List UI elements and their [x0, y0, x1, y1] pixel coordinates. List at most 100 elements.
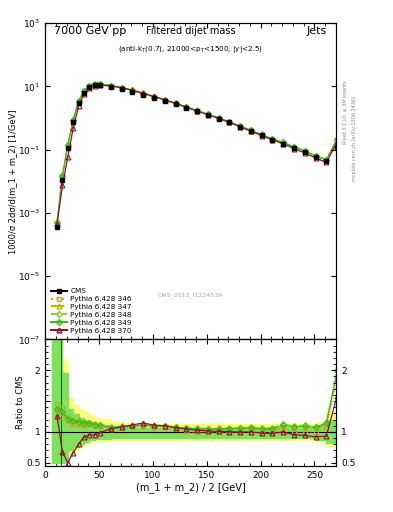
Pythia 6.428 348 — [55, 219, 59, 225]
CMS — [324, 158, 329, 164]
Pythia 6.428 349 — [324, 157, 329, 163]
Pythia 6.428 346 — [292, 145, 296, 151]
Pythia 6.428 349 — [98, 80, 103, 87]
Y-axis label: 1000/σ 2dσ/d(m_1 + m_2) [1/GeV]: 1000/σ 2dσ/d(m_1 + m_2) [1/GeV] — [7, 109, 17, 253]
Pythia 6.428 347 — [281, 140, 286, 146]
Pythia 6.428 346 — [303, 149, 307, 155]
Pythia 6.428 346 — [162, 97, 167, 103]
Pythia 6.428 346 — [130, 88, 135, 94]
Pythia 6.428 349 — [162, 97, 167, 103]
Pythia 6.428 346 — [92, 81, 97, 87]
Pythia 6.428 347 — [87, 83, 92, 89]
Pythia 6.428 346 — [108, 83, 113, 89]
CMS — [238, 124, 242, 130]
Pythia 6.428 348 — [173, 100, 178, 106]
Text: Filtered dijet mass: Filtered dijet mass — [146, 26, 235, 36]
Pythia 6.428 348 — [259, 132, 264, 138]
Pythia 6.428 370 — [152, 93, 156, 99]
CMS — [119, 86, 124, 92]
Pythia 6.428 347 — [162, 97, 167, 103]
Pythia 6.428 347 — [324, 157, 329, 163]
CMS — [92, 82, 97, 89]
Pythia 6.428 346 — [173, 101, 178, 107]
Pythia 6.428 348 — [238, 123, 242, 129]
Pythia 6.428 347 — [313, 153, 318, 159]
Pythia 6.428 349 — [259, 132, 264, 138]
Pythia 6.428 346 — [227, 119, 232, 125]
Pythia 6.428 370 — [130, 87, 135, 93]
Pythia 6.428 349 — [216, 115, 221, 121]
Pythia 6.428 348 — [152, 94, 156, 100]
CMS — [76, 100, 81, 106]
Pythia 6.428 349 — [270, 136, 275, 142]
Pythia 6.428 370 — [108, 83, 113, 89]
Pythia 6.428 347 — [76, 98, 81, 104]
Pythia 6.428 347 — [119, 84, 124, 91]
Pythia 6.428 370 — [87, 85, 92, 91]
CMS — [141, 92, 145, 98]
Pythia 6.428 370 — [281, 141, 286, 147]
Pythia 6.428 370 — [227, 119, 232, 125]
Pythia 6.428 346 — [206, 112, 210, 118]
Pythia 6.428 370 — [60, 182, 65, 188]
Pythia 6.428 346 — [87, 83, 92, 89]
CMS — [71, 119, 75, 125]
Pythia 6.428 346 — [195, 108, 199, 114]
Pythia 6.428 370 — [238, 124, 242, 130]
Pythia 6.428 348 — [184, 104, 189, 110]
Pythia 6.428 346 — [141, 91, 145, 97]
Pythia 6.428 347 — [98, 81, 103, 87]
Pythia 6.428 347 — [82, 88, 86, 94]
CMS — [313, 154, 318, 160]
Pythia 6.428 346 — [71, 118, 75, 124]
Pythia 6.428 349 — [66, 142, 70, 148]
CMS — [82, 90, 86, 96]
Pythia 6.428 347 — [141, 91, 145, 97]
Pythia 6.428 349 — [206, 111, 210, 117]
Text: 7000 GeV pp: 7000 GeV pp — [54, 26, 126, 36]
Pythia 6.428 346 — [55, 221, 59, 227]
Pythia 6.428 349 — [92, 80, 97, 87]
Pythia 6.428 370 — [173, 100, 178, 106]
Line: Pythia 6.428 346: Pythia 6.428 346 — [55, 81, 340, 226]
X-axis label: (m_1 + m_2) / 2 [GeV]: (m_1 + m_2) / 2 [GeV] — [136, 482, 246, 494]
CMS — [335, 145, 340, 152]
Pythia 6.428 346 — [238, 124, 242, 130]
Pythia 6.428 346 — [66, 142, 70, 148]
Pythia 6.428 347 — [248, 127, 253, 134]
CMS — [108, 83, 113, 90]
Pythia 6.428 347 — [270, 136, 275, 142]
Pythia 6.428 346 — [60, 174, 65, 180]
Pythia 6.428 348 — [66, 142, 70, 148]
Pythia 6.428 347 — [292, 144, 296, 150]
CMS — [55, 224, 59, 230]
Pythia 6.428 347 — [184, 104, 189, 110]
CMS — [130, 89, 135, 95]
Pythia 6.428 348 — [216, 115, 221, 121]
Pythia 6.428 370 — [66, 154, 70, 160]
CMS — [66, 144, 70, 151]
Pythia 6.428 347 — [71, 117, 75, 123]
CMS — [195, 108, 199, 114]
Text: Rivet 3.1.10, ≥ 3M events: Rivet 3.1.10, ≥ 3M events — [343, 81, 348, 144]
Pythia 6.428 370 — [248, 128, 253, 134]
Pythia 6.428 370 — [216, 115, 221, 121]
CMS — [227, 119, 232, 125]
Pythia 6.428 348 — [82, 88, 86, 94]
Pythia 6.428 346 — [270, 137, 275, 143]
Pythia 6.428 370 — [324, 159, 329, 165]
Pythia 6.428 348 — [71, 117, 75, 123]
Pythia 6.428 346 — [76, 98, 81, 104]
Pythia 6.428 370 — [184, 104, 189, 110]
Line: Pythia 6.428 349: Pythia 6.428 349 — [55, 81, 339, 225]
Text: (anti-k$_\mathregular{T}$(0.7), 21000<p$_\mathregular{T}$<1500, |y|<2.5): (anti-k$_\mathregular{T}$(0.7), 21000<p$… — [118, 44, 263, 55]
Pythia 6.428 347 — [238, 123, 242, 130]
Pythia 6.428 349 — [60, 173, 65, 179]
Text: Jets: Jets — [307, 26, 327, 36]
Pythia 6.428 347 — [66, 142, 70, 148]
Pythia 6.428 349 — [119, 84, 124, 91]
Pythia 6.428 346 — [82, 89, 86, 95]
Line: Pythia 6.428 347: Pythia 6.428 347 — [55, 81, 340, 225]
Pythia 6.428 349 — [303, 148, 307, 154]
Pythia 6.428 348 — [92, 80, 97, 87]
